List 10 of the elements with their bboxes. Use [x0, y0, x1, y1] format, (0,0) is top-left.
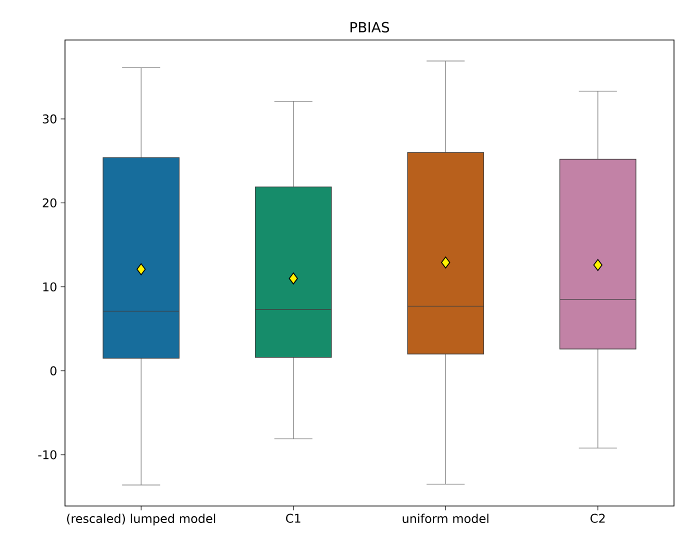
- x-tick-label: C2: [590, 514, 605, 523]
- y-tick-label: 20: [42, 198, 56, 208]
- y-tick-label: 30: [42, 114, 56, 124]
- chart-title: PBIAS: [350, 22, 390, 32]
- y-tick-label: 0: [50, 366, 56, 376]
- x-tick-label: (rescaled) lumped model: [67, 514, 216, 526]
- y-tick-label: 10: [43, 282, 56, 292]
- x-tick-label: C1: [286, 514, 300, 523]
- y-tick-label: -10: [38, 450, 56, 460]
- x-tick-label: uniform model: [402, 514, 488, 524]
